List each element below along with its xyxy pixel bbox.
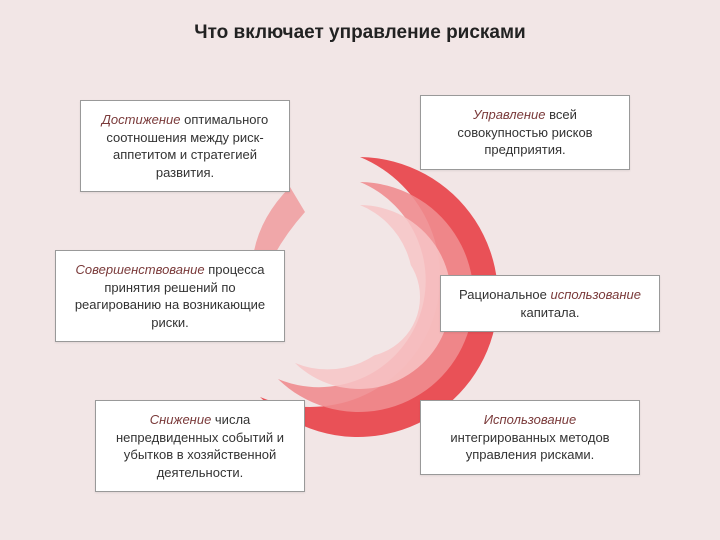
box-top-right: Управление всей совокупностью рисков пре… [420, 95, 630, 170]
box-top-left: Достижение оптимального соотношения межд… [80, 100, 290, 192]
box-mid-left: Совершенствование процесса принятия реше… [55, 250, 285, 342]
page-title: Что включает управление рисками [0, 0, 720, 44]
swirl-center [300, 237, 420, 357]
box-bot-right: Использование интегрированных методов уп… [420, 400, 640, 475]
box-mid-right: Рациональное использование капитала. [440, 275, 660, 332]
box-bot-left: Снижение числа непредвиденных событий и … [95, 400, 305, 492]
